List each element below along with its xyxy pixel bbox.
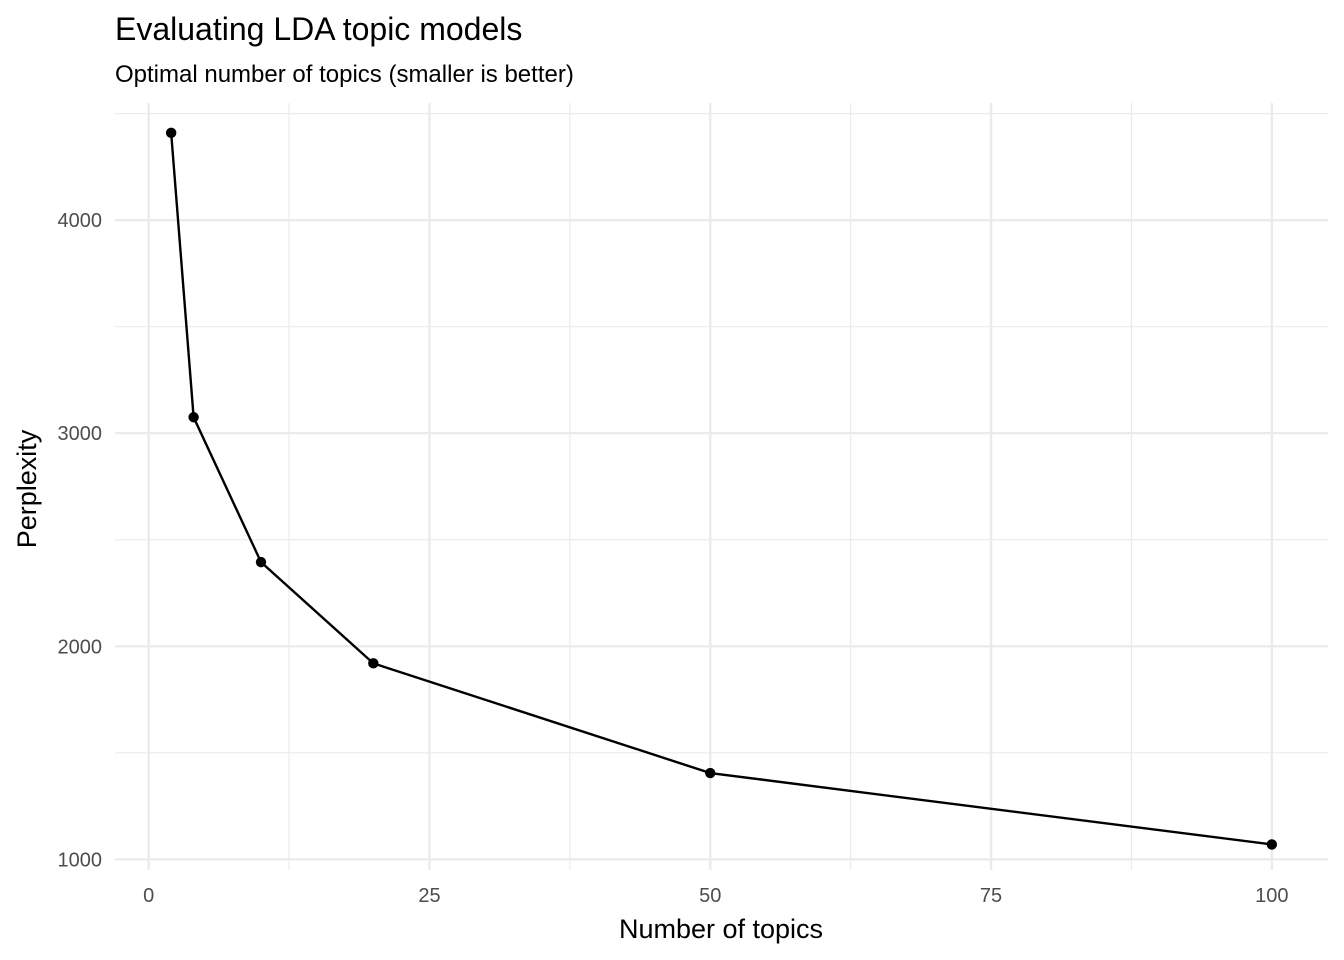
data-point — [255, 556, 267, 568]
data-point — [165, 127, 177, 139]
data-point — [705, 767, 716, 779]
x-axis-ticks: 0 25 50 75 100 — [143, 885, 1288, 907]
chart-title: Evaluating LDA topic models — [115, 11, 522, 47]
x-tick-label: 75 — [980, 885, 1002, 907]
data-point — [368, 658, 379, 669]
x-tick-label: 25 — [418, 885, 440, 907]
y-tick-label: 4000 — [58, 210, 103, 232]
x-tick-label: 100 — [1255, 885, 1288, 907]
data-point — [188, 412, 199, 423]
y-axis-ticks: 1000 2000 3000 4000 — [58, 210, 103, 871]
x-tick-label: 50 — [699, 885, 721, 907]
grid-lines — [115, 103, 1328, 870]
series-line — [169, 132, 1272, 846]
x-axis-title: Number of topics — [619, 914, 823, 944]
y-tick-label: 3000 — [58, 423, 103, 445]
x-tick-label: 0 — [143, 885, 154, 907]
chart-subtitle: Optimal number of topics (smaller is bet… — [115, 61, 574, 88]
data-point — [1266, 839, 1278, 850]
y-tick-label: 2000 — [58, 636, 103, 658]
y-axis-title: Perplexity — [12, 429, 42, 548]
series-layer — [165, 127, 1278, 850]
y-tick-label: 1000 — [58, 849, 103, 871]
